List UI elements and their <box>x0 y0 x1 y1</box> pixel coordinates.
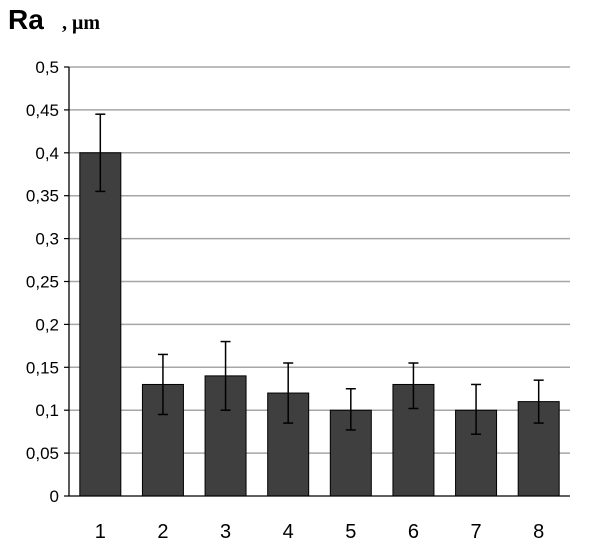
bar <box>79 152 122 497</box>
x-tick-label: 3 <box>220 521 231 543</box>
y-tick-label: 0,4 <box>35 144 59 163</box>
y-tick-label: 0,25 <box>26 273 59 292</box>
y-tick-label: 0,3 <box>35 230 59 249</box>
y-axis-unit: , μm <box>62 12 100 34</box>
x-tick-label: 1 <box>95 521 106 543</box>
y-tick-label: 0,1 <box>35 401 59 420</box>
y-tick-label: 0,5 <box>35 58 59 77</box>
y-tick-labels: 0 0,05 0,1 0,15 0,2 0,25 0,3 0,35 0,4 0,45 0,5 <box>26 58 59 506</box>
y-tick-label: 0 <box>50 487 59 506</box>
y-tick-label: 0,2 <box>35 315 59 334</box>
error-bars <box>95 113 544 435</box>
x-tick-label: 5 <box>345 521 356 543</box>
x-tick-labels: 1 2 3 4 5 6 7 8 <box>95 521 545 543</box>
y-tick-label: 0,05 <box>26 444 59 463</box>
x-tick-label: 7 <box>471 521 482 543</box>
x-tick-label: 4 <box>283 521 294 543</box>
x-tick-label: 8 <box>533 521 544 543</box>
y-tick-label: 0,15 <box>26 358 59 377</box>
axes <box>64 66 570 497</box>
x-tick-label: 2 <box>157 521 168 543</box>
y-tick-label: 0,35 <box>26 187 59 206</box>
x-tick-label: 6 <box>408 521 419 543</box>
y-axis-title: Ra <box>8 4 44 35</box>
y-tick-label: 0,45 <box>26 101 59 120</box>
